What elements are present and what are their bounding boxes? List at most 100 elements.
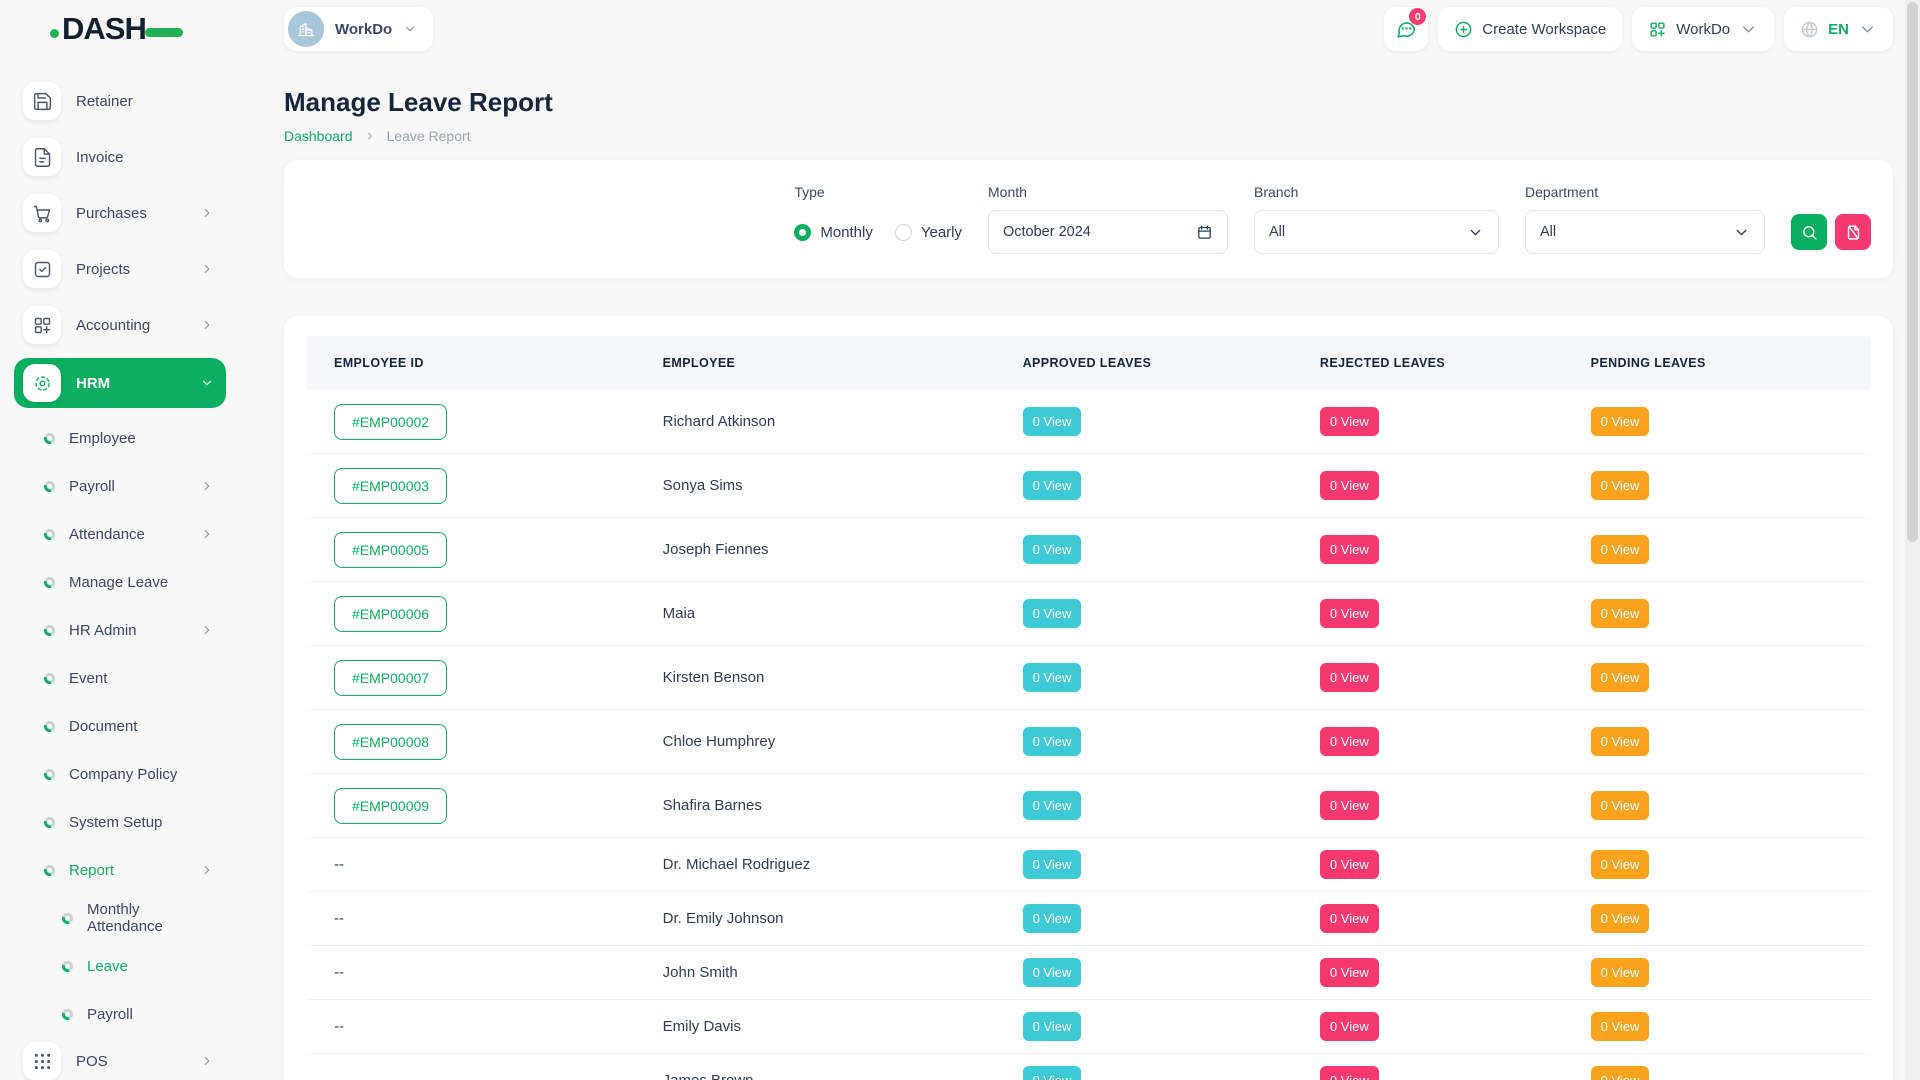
table-row: -- Emily Davis 0 View 0 View 0 View [306,1000,1871,1054]
scrollbar-thumb[interactable] [1907,2,1918,542]
sidebar-item-pos[interactable]: POS [14,1038,226,1080]
pending-leaves-badge[interactable]: 0 View [1590,1012,1650,1041]
rejected-leaves-badge[interactable]: 0 View [1319,904,1379,933]
approved-leaves-badge[interactable]: 0 View [1022,850,1082,879]
pending-leaves-badge[interactable]: 0 View [1590,904,1650,933]
employee-id-badge[interactable]: #EMP00005 [334,531,448,568]
chevron-right-icon [200,206,214,220]
employee-id-badge[interactable]: #EMP00008 [334,723,448,760]
radio-yearly[interactable]: Yearly [894,223,962,241]
sidebar-subitem-employee[interactable]: Employee [14,414,226,462]
table-row: #EMP00008 Chloe Humphrey 0 View 0 View 0 Vie… [306,710,1871,774]
logo-dash-icon [144,27,183,37]
search-button[interactable] [1791,214,1827,250]
approved-leaves-badge[interactable]: 0 View [1022,599,1082,628]
language-selector[interactable]: EN [1784,7,1893,51]
employee-id-badge[interactable]: #EMP00007 [334,659,448,696]
sidebar-subitem-manage-leave[interactable]: Manage Leave [14,558,226,606]
sidebar-subitem-payroll[interactable]: Payroll [14,462,226,510]
employee-id-badge[interactable]: #EMP00002 [334,403,448,440]
employee-id-badge[interactable]: #EMP00006 [334,595,448,632]
approved-leaves-badge[interactable]: 0 View [1022,663,1082,692]
rejected-leaves-badge[interactable]: 0 View [1319,663,1379,692]
rejected-leaves-badge[interactable]: 0 View [1319,958,1379,987]
apps-menu-button[interactable]: WorkDo [1632,7,1775,51]
approved-leaves-badge[interactable]: 0 View [1022,1066,1082,1080]
sidebar-subitem-payroll[interactable]: Payroll [14,990,226,1038]
rejected-leaves-badge[interactable]: 0 View [1319,850,1379,879]
sidebar-item-projects[interactable]: Projects [14,246,226,292]
sidebar-subitem-document[interactable]: Document [14,702,226,750]
logo-dot-icon [50,28,59,38]
create-workspace-button[interactable]: Create Workspace [1438,7,1623,51]
messages-button[interactable]: 0 [1384,7,1429,51]
app-logo[interactable]: DASH [50,11,183,47]
sidebar-item-hrm[interactable]: HRM [14,358,226,408]
bullet-icon [44,720,55,732]
chevron-right-icon [200,262,214,276]
sidebar-item-invoice[interactable]: Invoice [14,134,226,180]
approved-leaves-badge[interactable]: 0 View [1022,727,1082,756]
pending-leaves-badge[interactable]: 0 View [1590,599,1650,628]
breadcrumb-dashboard-link[interactable]: Dashboard [284,128,353,144]
rejected-leaves-badge[interactable]: 0 View [1319,791,1379,820]
chevron-down-icon [200,376,214,390]
pending-leaves-badge[interactable]: 0 View [1590,471,1650,500]
approved-leaves-badge[interactable]: 0 View [1022,471,1082,500]
employee-id-badge[interactable]: #EMP00003 [334,467,448,504]
bullet-icon [44,480,55,492]
pending-leaves-badge[interactable]: 0 View [1590,850,1650,879]
radio-on-icon[interactable] [794,223,812,241]
topbar: WorkDo 0 Create Workspace WorkDo [284,0,1893,58]
reset-filter-button[interactable] [1835,214,1871,250]
approved-leaves-badge[interactable]: 0 View [1022,904,1082,933]
sidebar-item-retainer[interactable]: Retainer [14,78,226,124]
employee-id-badge[interactable]: #EMP00009 [334,787,448,824]
pending-leaves-badge[interactable]: 0 View [1590,407,1650,436]
rejected-leaves-badge[interactable]: 0 View [1319,1066,1379,1080]
sidebar-subitem-monthly-attendance[interactable]: Monthly Attendance [14,894,226,942]
sidebar-item-accounting[interactable]: Accounting [14,302,226,348]
month-input[interactable]: October 2024 [988,210,1228,254]
sidebar-subitem-system-setup[interactable]: System Setup [14,798,226,846]
rejected-leaves-badge[interactable]: 0 View [1319,535,1379,564]
rejected-leaves-badge[interactable]: 0 View [1319,407,1379,436]
sidebar-subitem-hr-admin[interactable]: HR Admin [14,606,226,654]
sidebar-subitem-attendance[interactable]: Attendance [14,510,226,558]
pending-leaves-badge[interactable]: 0 View [1590,958,1650,987]
leave-report-table: EMPLOYEE ID EMPLOYEE APPROVED LEAVES REJ… [284,316,1893,1080]
sidebar-subitem-event[interactable]: Event [14,654,226,702]
filter-card: Type Monthly Yearly Month October 2024 [284,160,1893,278]
pending-leaves-badge[interactable]: 0 View [1590,535,1650,564]
radio-off-icon[interactable] [894,223,912,241]
pending-leaves-badge[interactable]: 0 View [1590,1066,1650,1080]
sidebar-subitem-company-policy[interactable]: Company Policy [14,750,226,798]
sidebar-item-purchases[interactable]: Purchases [14,190,226,236]
workspace-selector[interactable]: WorkDo [284,7,434,51]
pending-leaves-badge[interactable]: 0 View [1590,727,1650,756]
create-workspace-label: Create Workspace [1482,20,1607,38]
pending-leaves-badge[interactable]: 0 View [1590,663,1650,692]
pending-leaves-badge[interactable]: 0 View [1590,791,1650,820]
page-scrollbar[interactable] [1905,0,1920,1080]
approved-leaves-badge[interactable]: 0 View [1022,407,1082,436]
breadcrumb-current: Leave Report [386,128,471,144]
sidebar-subitem-report[interactable]: Report [14,846,226,894]
approved-leaves-badge[interactable]: 0 View [1022,791,1082,820]
type-radio-group: Monthly Yearly [794,210,962,254]
rejected-leaves-badge[interactable]: 0 View [1319,1012,1379,1041]
rejected-leaves-badge[interactable]: 0 View [1319,471,1379,500]
department-select[interactable]: All [1525,210,1765,254]
approved-leaves-badge[interactable]: 0 View [1022,958,1082,987]
approved-leaves-badge[interactable]: 0 View [1022,535,1082,564]
rejected-leaves-badge[interactable]: 0 View [1319,599,1379,628]
rejected-leaves-badge[interactable]: 0 View [1319,727,1379,756]
radio-monthly[interactable]: Monthly [794,223,873,241]
bullet-icon [62,1008,73,1020]
approved-leaves-badge[interactable]: 0 View [1022,1012,1082,1041]
sidebar-subitem-leave[interactable]: Leave [14,942,226,990]
table-row: -- James Brown 0 View 0 View 0 View [306,1054,1871,1080]
employee-name: Kirsten Benson [662,668,765,686]
branch-select[interactable]: All [1254,210,1499,254]
